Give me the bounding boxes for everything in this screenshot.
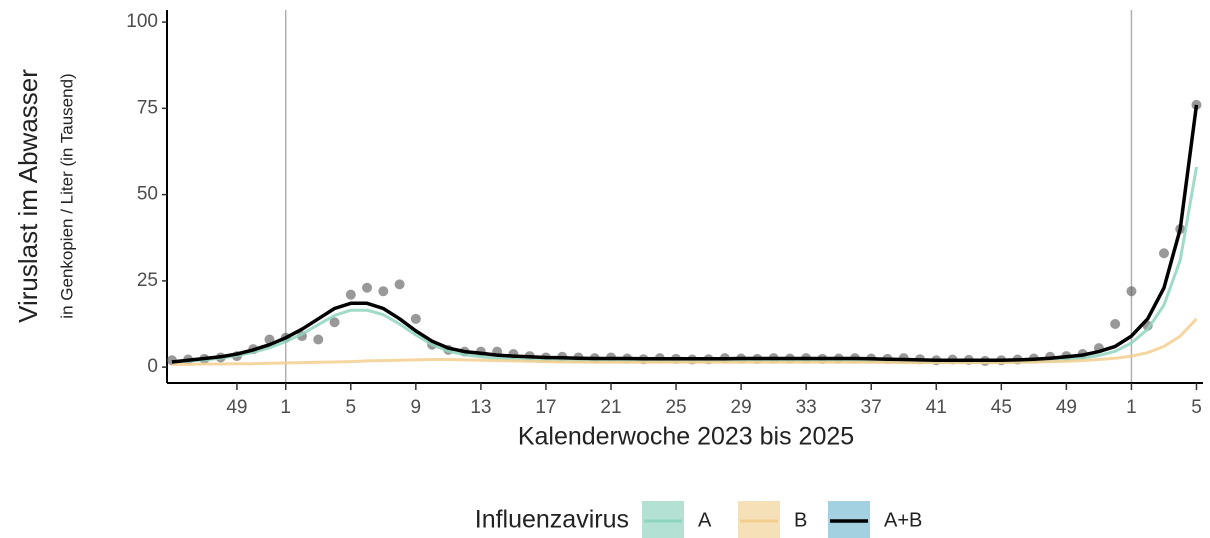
x-tick-label: 45 <box>991 397 1012 418</box>
x-tick-label: 29 <box>731 397 752 418</box>
x-tick-label: 1 <box>1126 397 1137 418</box>
y-axis-title: Viruslast im Abwasser <box>13 69 43 323</box>
data-point <box>1191 99 1202 110</box>
legend-title: Influenzavirus <box>475 506 629 534</box>
y-tick-label: 25 <box>137 270 158 291</box>
x-tick-label: 5 <box>345 397 356 418</box>
x-tick-label: 17 <box>535 397 556 418</box>
x-tick-label: 13 <box>470 397 491 418</box>
data-point <box>1126 286 1137 297</box>
y-tick-label: 0 <box>147 356 158 377</box>
x-tick-label: 49 <box>226 397 247 418</box>
x-tick-label: 9 <box>411 397 422 418</box>
data-point <box>1158 248 1169 259</box>
x-tick-label: 1 <box>280 397 291 418</box>
legend-label: B <box>794 509 807 531</box>
data-point <box>1110 318 1121 329</box>
x-tick-label: 41 <box>926 397 947 418</box>
legend-label: A+B <box>884 509 922 531</box>
data-point <box>345 289 356 300</box>
data-point <box>362 282 373 293</box>
series-line <box>171 317 1198 366</box>
x-tick-label: 49 <box>1056 397 1077 418</box>
data-point <box>410 313 421 324</box>
x-axis-title: Kalenderwoche 2023 bis 2025 <box>518 423 854 451</box>
legend: Influenzavirus A B A+B <box>475 501 922 538</box>
data-point <box>313 334 324 345</box>
series-line <box>171 104 1199 364</box>
y-tick-label: 100 <box>126 11 158 32</box>
x-tick-label: 25 <box>665 397 686 418</box>
data-point <box>378 286 389 297</box>
data-point <box>329 317 340 328</box>
y-tick-label: 50 <box>137 184 158 205</box>
x-tick-label: 5 <box>1191 397 1202 418</box>
x-tick-label: 33 <box>796 397 817 418</box>
y-tick-label: 75 <box>137 97 158 118</box>
data-point <box>394 279 405 290</box>
x-tick-label: 21 <box>600 397 621 418</box>
x-tick-label: 37 <box>861 397 882 418</box>
y-axis-subtitle: in Genkopien / Liter (in Tausend) <box>57 73 76 318</box>
series-line <box>171 166 1198 365</box>
legend-label: A <box>698 509 712 531</box>
